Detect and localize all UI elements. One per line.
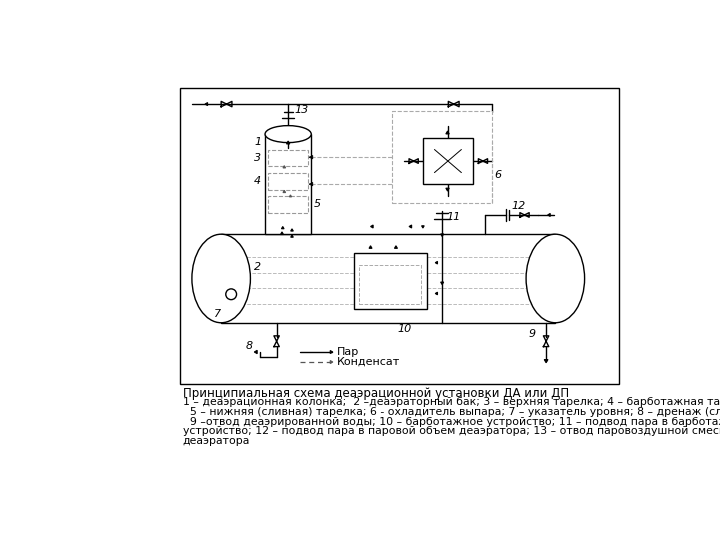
Polygon shape bbox=[289, 195, 292, 197]
Polygon shape bbox=[283, 190, 286, 193]
Polygon shape bbox=[291, 235, 293, 237]
Polygon shape bbox=[548, 213, 550, 217]
Text: 2: 2 bbox=[254, 262, 261, 272]
Bar bbox=[268, 173, 308, 190]
Text: 5: 5 bbox=[314, 199, 320, 209]
Text: 10: 10 bbox=[397, 324, 412, 334]
Bar bbox=[268, 150, 308, 166]
Bar bbox=[221, 234, 555, 323]
Text: 1 – деаэрационная колонка;  2 –деаэраторный бак; 3 – верхняя тарелка; 4 – барбот: 1 – деаэрационная колонка; 2 –деаэраторн… bbox=[183, 397, 720, 408]
Text: 8: 8 bbox=[246, 341, 253, 351]
Polygon shape bbox=[435, 261, 438, 264]
Text: 12: 12 bbox=[511, 201, 526, 211]
Bar bbox=[354, 253, 427, 309]
Polygon shape bbox=[287, 141, 290, 144]
Polygon shape bbox=[369, 246, 372, 248]
Text: устройство; 12 – подвод пара в паровой объем деаэратора; 13 – отвод паровоздушно: устройство; 12 – подвод пара в паровой о… bbox=[183, 426, 720, 436]
Polygon shape bbox=[309, 183, 312, 186]
Polygon shape bbox=[446, 188, 449, 191]
Polygon shape bbox=[409, 225, 412, 228]
Bar bbox=[268, 195, 308, 213]
Polygon shape bbox=[291, 229, 293, 231]
Bar bbox=[265, 134, 311, 234]
Polygon shape bbox=[371, 225, 373, 228]
Polygon shape bbox=[422, 226, 424, 228]
Ellipse shape bbox=[192, 234, 251, 323]
Ellipse shape bbox=[265, 126, 311, 143]
Text: 1: 1 bbox=[254, 137, 261, 147]
Bar bbox=[359, 265, 421, 303]
Text: 7: 7 bbox=[214, 308, 221, 319]
Polygon shape bbox=[281, 232, 284, 234]
Text: Конденсат: Конденсат bbox=[337, 357, 400, 367]
Circle shape bbox=[226, 289, 237, 300]
Ellipse shape bbox=[526, 234, 585, 323]
Polygon shape bbox=[282, 226, 284, 229]
Text: 13: 13 bbox=[294, 105, 309, 115]
Text: 3: 3 bbox=[254, 153, 261, 163]
Polygon shape bbox=[446, 131, 449, 134]
Bar bbox=[423, 138, 473, 184]
Polygon shape bbox=[330, 361, 333, 363]
Text: 11: 11 bbox=[446, 212, 460, 222]
Text: Пар: Пар bbox=[337, 347, 359, 357]
Bar bbox=[180, 88, 619, 384]
Text: 9 –отвод деаэрированной воды; 10 – барботажное устройство; 11 – подвод пара в ба: 9 –отвод деаэрированной воды; 10 – барбо… bbox=[183, 417, 720, 427]
Text: 9: 9 bbox=[528, 329, 536, 339]
Text: 4: 4 bbox=[254, 176, 261, 186]
Text: 6: 6 bbox=[495, 170, 502, 180]
Text: Принципиальная схема деаэрационной установки ДА или ДП: Принципиальная схема деаэрационной устан… bbox=[183, 387, 569, 400]
Polygon shape bbox=[441, 234, 444, 237]
Text: 5 – нижняя (сливная) тарелка; 6 - охладитель выпара; 7 – указатель уровня; 8 – д: 5 – нижняя (сливная) тарелка; 6 - охлади… bbox=[183, 407, 720, 417]
Polygon shape bbox=[330, 350, 333, 354]
Polygon shape bbox=[395, 246, 397, 248]
Polygon shape bbox=[435, 292, 438, 295]
Polygon shape bbox=[441, 282, 444, 285]
Polygon shape bbox=[309, 156, 312, 159]
Polygon shape bbox=[254, 350, 257, 354]
Polygon shape bbox=[205, 103, 207, 106]
Bar bbox=[392, 111, 492, 204]
Text: деаэратора: деаэратора bbox=[183, 436, 250, 446]
Polygon shape bbox=[283, 166, 286, 168]
Polygon shape bbox=[544, 360, 548, 363]
